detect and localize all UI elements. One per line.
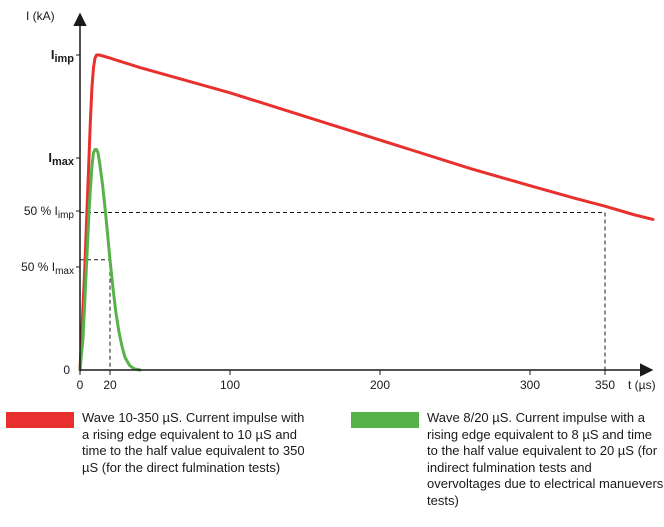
guide-lines xyxy=(80,213,605,371)
x-ticks: 0 20 100 200 300 350 xyxy=(77,370,616,392)
impulse-chart: 0 20 100 200 300 350 I (kA) t (µs) Iimp Imax … xyxy=(0,0,664,400)
y-axis-title: I (kA) xyxy=(26,9,55,23)
x-tick-label-300: 300 xyxy=(520,378,540,392)
y-label-max: Imax xyxy=(48,150,75,168)
legend-text-wave-8-20: Wave 8/20 µS. Current impulse with a ris… xyxy=(427,410,664,509)
x-tick-label-350: 350 xyxy=(595,378,615,392)
y-label-imp: Iimp xyxy=(51,47,74,65)
x-tick-label-20: 20 xyxy=(103,378,117,392)
x-tick-label-200: 200 xyxy=(370,378,390,392)
y-label-half-imp: 50 % Iimp xyxy=(24,204,75,221)
y-label-half-max: 50 % Imax xyxy=(21,260,74,277)
x-axis-title: t (µs) xyxy=(628,378,656,392)
legend-swatch-green xyxy=(351,412,419,428)
legend-swatch-red xyxy=(6,412,74,428)
guide-line-2 xyxy=(80,213,605,371)
legend-text-wave-10-350: Wave 10-350 µS. Current impulse with a r… xyxy=(82,410,314,476)
y-label-zero: 0 xyxy=(63,363,70,377)
x-tick-label-0: 0 xyxy=(77,378,84,392)
x-tick-label-100: 100 xyxy=(220,378,240,392)
